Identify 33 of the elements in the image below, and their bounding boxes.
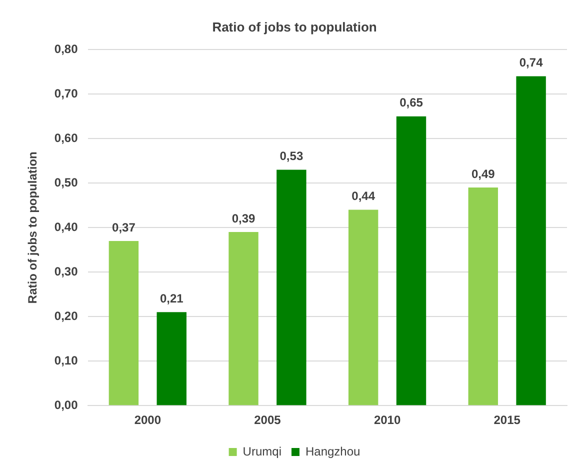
y-tick-label: 0,20 — [54, 308, 78, 323]
y-tick-label: 0,00 — [54, 398, 78, 412]
bar — [516, 76, 546, 406]
bar — [108, 240, 139, 406]
chart-title: Ratio of jobs to population — [212, 19, 377, 34]
data-label: 0,74 — [519, 56, 544, 70]
y-tick-label: 0,70 — [54, 86, 78, 100]
x-tick-label: 2005 — [254, 413, 282, 428]
y-axis-title: Ratio of jobs to population — [26, 152, 40, 304]
x-tick-label: 2000 — [134, 413, 162, 428]
bar — [156, 312, 186, 406]
data-label: 0,21 — [160, 291, 184, 306]
x-tick-label: 2010 — [374, 413, 401, 428]
data-label: 0,37 — [112, 220, 136, 234]
y-tick-label: 0,10 — [54, 353, 78, 368]
data-label: 0,53 — [280, 149, 304, 164]
bar — [468, 188, 498, 406]
bar — [396, 116, 426, 406]
y-tick-label: 0,30 — [54, 264, 78, 278]
data-label: 0,65 — [400, 96, 424, 110]
data-label: 0,39 — [232, 211, 256, 226]
y-tick-label: 0,40 — [54, 220, 78, 234]
legend-label: Hangzhou — [305, 444, 360, 458]
bar — [228, 232, 258, 406]
legend-label: Urumqi — [242, 444, 282, 458]
data-label: 0,44 — [352, 189, 376, 204]
bar — [276, 170, 306, 406]
y-tick-label: 0,60 — [54, 130, 78, 145]
x-tick-label: 2015 — [494, 413, 521, 428]
bar — [348, 210, 378, 406]
y-tick-label: 0,80 — [54, 42, 78, 56]
y-tick-label: 0,50 — [54, 175, 78, 190]
data-label: 0,49 — [471, 166, 496, 181]
